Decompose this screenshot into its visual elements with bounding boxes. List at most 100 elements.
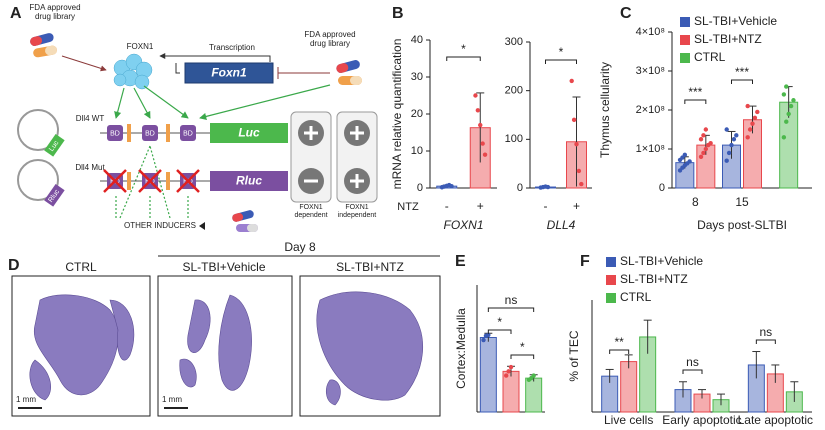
x-axis-label: Days post-SLTBI	[697, 218, 787, 232]
tissue	[29, 291, 423, 406]
drug-library-label: FDA approved	[304, 30, 355, 39]
y-tick-label: 300	[505, 36, 523, 48]
arrow	[61, 55, 107, 72]
x-tick-label: 15	[735, 195, 749, 209]
pills	[232, 210, 258, 232]
significance-label: *	[520, 340, 525, 354]
legend-swatch	[606, 257, 616, 267]
data-point	[703, 146, 709, 152]
significance-bracket	[510, 354, 535, 359]
significance-label: ns	[759, 325, 772, 339]
legend-swatch	[680, 17, 690, 27]
activation-arrows	[114, 84, 331, 219]
panel-label: B	[392, 5, 404, 22]
data-point	[504, 373, 509, 378]
scale-bar-label: 1 mm	[162, 395, 182, 404]
site-spacer	[166, 124, 170, 142]
construct-label: Dll4 Mut	[75, 163, 105, 172]
legend-label: SL-TBI+Vehicle	[620, 254, 703, 268]
protein-label: FOXN1	[127, 42, 154, 51]
site-label: BD	[183, 130, 193, 137]
plasmid-insert	[44, 133, 65, 157]
data-point	[687, 159, 692, 164]
data-point	[747, 127, 753, 132]
data-point	[698, 154, 704, 159]
significance-label: ns	[505, 293, 518, 307]
day-title: Day 8	[284, 240, 316, 254]
group-label: SL-TBI+NTZ	[336, 260, 404, 274]
site-label: BD	[145, 130, 155, 137]
y-tick-label: 3×10⁸	[636, 65, 665, 77]
outcome-label: dependent	[294, 212, 327, 219]
y-tick-label: 40	[411, 34, 423, 46]
x-tick-label: 8	[692, 195, 699, 209]
data-point	[473, 93, 478, 98]
drug-library-label: drug library	[35, 12, 75, 21]
y-tick-label: 0	[417, 182, 423, 194]
panel-label: D	[8, 257, 20, 274]
data-point	[724, 158, 729, 163]
data-point	[579, 181, 584, 187]
binding-site	[180, 125, 196, 141]
plasmid-insert	[44, 183, 65, 207]
y-axis-label: Cortex:Medulla	[454, 308, 468, 389]
bar	[620, 361, 638, 413]
other-inducers-label: OTHER INDUCERS	[124, 221, 196, 230]
significance-bracket	[731, 79, 753, 84]
y-tick-label: 0	[517, 182, 523, 194]
protein-icon	[113, 53, 153, 90]
data-point	[734, 133, 739, 138]
legend-swatch	[680, 53, 690, 63]
panel-label: C	[620, 5, 632, 22]
data-point	[508, 364, 514, 370]
gene-box	[184, 62, 274, 84]
transcription-label: Transcription	[209, 43, 255, 52]
legend-swatch	[680, 35, 690, 45]
data-point	[791, 98, 796, 103]
panel-label: E	[455, 253, 466, 270]
data-point	[576, 168, 582, 174]
y-tick-label: 4×10⁸	[636, 26, 665, 38]
site-label: BD	[110, 130, 120, 137]
panel-d: Day 8 CTRL SL-TBI+Vehicle SL-TBI+NTZ 1 m…	[11, 240, 441, 417]
legend-label: CTRL	[620, 290, 652, 304]
panel-a: FDA approved drug library FOXN1 Transcri…	[17, 3, 378, 232]
data-point	[482, 152, 488, 157]
drug-library-label: FDA approved	[29, 3, 80, 12]
x-tick-label: Late apoptotic	[738, 413, 813, 427]
data-point	[745, 103, 750, 109]
panel-label: A	[10, 5, 22, 22]
x-axis-label: DLL4	[547, 218, 576, 232]
data-point	[703, 127, 709, 132]
outcome-label: FOXN1	[299, 204, 322, 211]
data-point	[731, 137, 737, 142]
significance-bracket	[609, 349, 630, 354]
data-point	[698, 137, 704, 142]
site-spacer	[166, 172, 170, 190]
data-point	[784, 119, 789, 124]
significance-label: ***	[735, 65, 749, 79]
group-label: SL-TBI+Vehicle	[182, 260, 265, 274]
legend-label: CTRL	[694, 50, 726, 64]
data-point	[682, 152, 688, 158]
data-point	[752, 115, 758, 121]
significance-bracket	[545, 59, 577, 64]
data-point	[701, 150, 706, 156]
data-point	[708, 140, 713, 146]
data-point	[781, 92, 787, 97]
data-point	[745, 135, 750, 140]
mutation-crosses	[103, 169, 200, 193]
y-tick-label: 200	[505, 85, 523, 97]
binding-site	[142, 125, 158, 141]
outcome-icons	[298, 120, 370, 194]
data-point	[531, 373, 536, 378]
significance-label: *	[497, 315, 502, 329]
legend-swatch	[606, 293, 616, 303]
significance-label: **	[614, 335, 624, 349]
panel-label: F	[580, 253, 590, 270]
significance-bracket	[684, 99, 707, 104]
site-spacer	[127, 124, 131, 142]
x-tick-label: -	[544, 199, 548, 213]
data-point	[574, 142, 579, 147]
